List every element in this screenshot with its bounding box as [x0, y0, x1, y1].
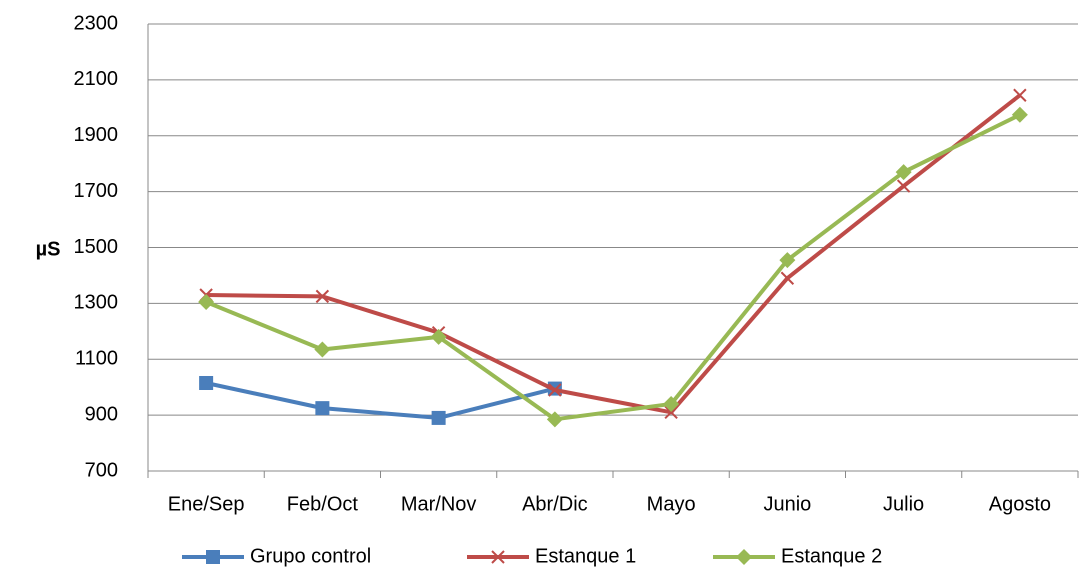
point-marker [548, 383, 562, 397]
y-tick-label: 1700 [74, 180, 119, 202]
point-marker [314, 341, 331, 358]
point-marker [895, 164, 912, 181]
x-tick-label: Mar/Nov [401, 493, 477, 515]
x-tick-label: Abr/Dic [522, 493, 588, 515]
legend-label: Grupo control [250, 545, 371, 567]
point-marker [779, 252, 796, 269]
point-marker [431, 410, 446, 425]
point-marker [663, 395, 680, 412]
point-marker [546, 411, 563, 428]
series-line [206, 93, 1022, 415]
x-tick-label: Feb/Oct [287, 493, 359, 515]
series-line [205, 381, 556, 420]
point-marker [315, 401, 330, 416]
x-tick-label: Mayo [647, 493, 696, 515]
legend-label: Estanque 1 [535, 545, 636, 567]
series-line [205, 113, 1021, 422]
x-tick-label: Julio [883, 493, 924, 515]
y-tick-label: 700 [85, 459, 118, 481]
point-marker [780, 271, 795, 285]
point-marker [1011, 106, 1028, 123]
point-marker [315, 289, 330, 304]
point-marker [199, 375, 214, 390]
y-tick-label: 1100 [75, 348, 118, 370]
y-tick-label: 1300 [74, 292, 119, 314]
x-tick-label: Junio [763, 493, 811, 515]
y-tick-label: 2300 [74, 12, 119, 34]
y-tick-label: 1900 [74, 124, 119, 146]
legend-label: Estanque 2 [781, 545, 882, 567]
point-marker [1013, 88, 1027, 102]
y-tick-label: 900 [85, 403, 118, 425]
legend-marker [736, 549, 752, 565]
y-axis-label: µS [36, 238, 61, 260]
x-tick-label: Ene/Sep [168, 493, 245, 515]
legend-marker [491, 550, 505, 564]
y-tick-label: 1500 [74, 236, 119, 258]
point-marker [664, 405, 678, 420]
point-marker [896, 179, 911, 193]
x-tick-label: Agosto [989, 493, 1051, 515]
y-tick-label: 2100 [74, 68, 119, 90]
point-marker [198, 293, 215, 310]
legend-marker [206, 550, 220, 564]
point-marker [430, 328, 447, 345]
